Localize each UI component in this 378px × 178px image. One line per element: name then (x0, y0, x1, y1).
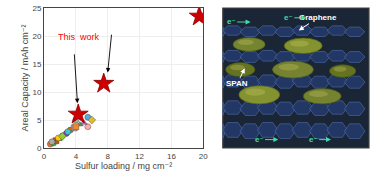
svg-text:Areal Capacity / mAh cm⁻²: Areal Capacity / mAh cm⁻² (20, 25, 30, 132)
svg-text:Sulfur loading / mg cm⁻²: Sulfur loading / mg cm⁻² (75, 161, 172, 171)
svg-text:e⁻: e⁻ (284, 13, 293, 22)
svg-text:20: 20 (32, 32, 41, 41)
svg-text:e⁻: e⁻ (309, 135, 318, 144)
svg-text:5: 5 (37, 116, 42, 125)
svg-text:e⁻: e⁻ (227, 17, 236, 26)
svg-text:10: 10 (32, 88, 41, 97)
svg-text:Graphene: Graphene (299, 13, 337, 22)
svg-text:25: 25 (32, 4, 41, 13)
svg-text:This work: This work (58, 32, 100, 42)
svg-text:20: 20 (199, 152, 208, 161)
svg-text:8: 8 (105, 152, 110, 161)
svg-text:e⁻: e⁻ (255, 135, 264, 144)
svg-text:15: 15 (32, 60, 41, 69)
svg-text:SPAN: SPAN (226, 79, 248, 88)
svg-text:0: 0 (37, 144, 42, 153)
svg-text:16: 16 (167, 152, 176, 161)
svg-text:12: 12 (135, 152, 144, 161)
svg-text:0: 0 (42, 152, 47, 161)
svg-text:4: 4 (74, 152, 79, 161)
